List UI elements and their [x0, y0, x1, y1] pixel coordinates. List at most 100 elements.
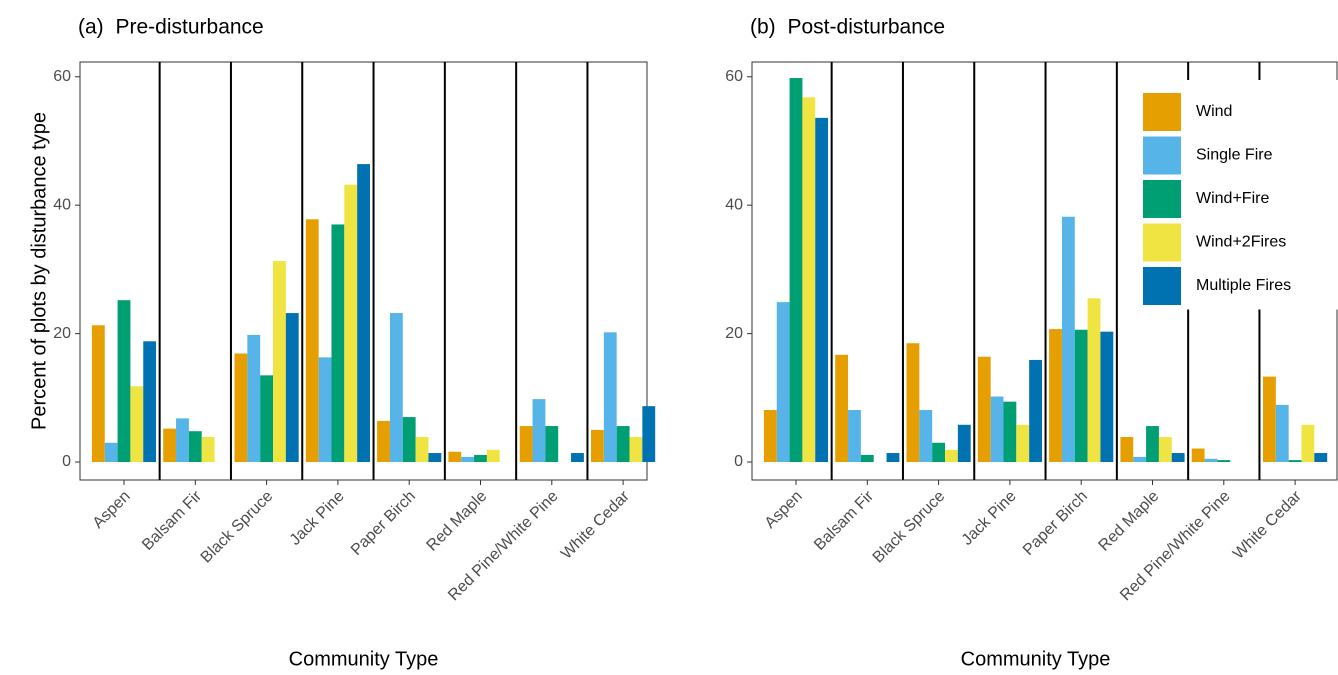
bar [835, 354, 849, 463]
bar [906, 343, 920, 463]
bar [176, 418, 189, 463]
bar [344, 184, 358, 463]
bar [247, 334, 261, 463]
x-tick-label: Aspen [90, 488, 134, 532]
y-tick-label: 0 [62, 453, 71, 470]
bar [1003, 401, 1017, 463]
bar [1191, 448, 1205, 463]
bar [848, 410, 861, 463]
bar [117, 300, 131, 463]
chart-title: (b) Post-disturbance [750, 16, 945, 39]
bar [415, 436, 429, 463]
bar [1061, 216, 1075, 463]
legend-key [1143, 93, 1181, 131]
y-tick-label: 40 [725, 196, 743, 213]
bar [260, 375, 274, 463]
bar [318, 357, 332, 463]
bar [188, 431, 202, 463]
bar [776, 302, 790, 463]
bar [1263, 376, 1276, 463]
x-tick-label: White Cedar [558, 487, 633, 562]
bar [234, 353, 248, 463]
bar [789, 78, 803, 463]
bar [273, 261, 286, 463]
bar [571, 453, 584, 463]
bar [990, 396, 1004, 463]
bar [886, 453, 900, 463]
bar [305, 219, 319, 463]
bar [763, 410, 777, 463]
y-tick-label: 40 [53, 196, 71, 213]
legend-label: Wind+2Fires [1196, 234, 1286, 251]
bar [629, 436, 643, 463]
bar [945, 449, 958, 463]
bar [1016, 424, 1030, 463]
bar [1146, 426, 1159, 463]
bar [486, 449, 500, 463]
bar [130, 386, 144, 463]
bar [1288, 460, 1302, 463]
bar [932, 442, 946, 463]
bar [860, 454, 874, 463]
bar [1301, 424, 1315, 463]
bar [1171, 453, 1185, 463]
y-tick-label: 20 [725, 325, 743, 342]
bar [143, 341, 157, 463]
bar [357, 164, 370, 463]
legend-key [1143, 180, 1181, 218]
bar [802, 97, 816, 463]
bar [591, 429, 604, 463]
bar [389, 313, 403, 463]
bar [104, 442, 118, 463]
bar [377, 420, 390, 463]
x-tick-label: Balsam Fir [811, 487, 878, 554]
legend-key [1143, 136, 1181, 175]
bar [603, 332, 617, 463]
bar [474, 454, 487, 463]
bar [919, 410, 933, 463]
bar [642, 406, 656, 463]
bar [815, 117, 829, 463]
bar [1049, 329, 1062, 463]
bar [977, 356, 991, 463]
bar [163, 428, 177, 463]
bar [461, 456, 475, 463]
bar [1275, 404, 1289, 463]
bar [1314, 453, 1328, 463]
x-tick-label: Jack Pine [959, 488, 1020, 549]
bar [1087, 298, 1101, 463]
x-tick-label: Aspen [762, 488, 806, 532]
x-tick-label: Paper Birch [1020, 488, 1091, 559]
y-tick-label: 0 [734, 453, 743, 470]
legend-key [1143, 223, 1181, 262]
bar [532, 399, 546, 463]
y-tick-label: 20 [53, 325, 71, 342]
x-tick-label: Black Spruce [198, 488, 277, 567]
chart-title: (a) Pre-disturbance [78, 16, 264, 39]
bar [91, 325, 105, 463]
bar [1204, 458, 1218, 463]
x-tick-label: Red Maple [1096, 488, 1163, 555]
bar [1120, 436, 1134, 463]
bar [285, 313, 299, 463]
legend-label: Wind [1196, 103, 1232, 120]
x-tick-label: Red Maple [424, 488, 491, 555]
bar [331, 224, 345, 463]
bar [519, 426, 533, 463]
bar [428, 453, 442, 463]
x-axis-label: Community Type [289, 648, 439, 670]
legend-label: Single Fire [1196, 147, 1273, 164]
x-tick-label: Paper Birch [348, 488, 419, 559]
bar [448, 451, 462, 463]
bar [1158, 436, 1172, 463]
bar [1133, 456, 1147, 463]
y-tick-label: 60 [53, 68, 71, 85]
bar [201, 436, 215, 463]
legend-label: Wind+Fire [1196, 190, 1269, 207]
bar [957, 424, 971, 463]
x-tick-label: White Cedar [1230, 487, 1305, 562]
bar [1074, 329, 1088, 463]
bar [616, 426, 630, 463]
